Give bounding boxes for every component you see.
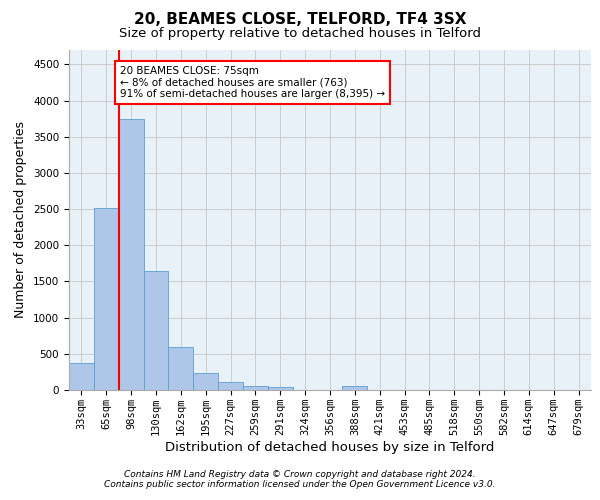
- Bar: [143, 272, 169, 390]
- Bar: [343, 386, 367, 390]
- Text: Size of property relative to detached houses in Telford: Size of property relative to detached ho…: [119, 28, 481, 40]
- Text: Contains HM Land Registry data © Crown copyright and database right 2024.
Contai: Contains HM Land Registry data © Crown c…: [104, 470, 496, 489]
- Bar: [268, 388, 293, 390]
- X-axis label: Distribution of detached houses by size in Telford: Distribution of detached houses by size …: [166, 440, 494, 454]
- Bar: [218, 382, 243, 390]
- Bar: [169, 348, 193, 390]
- Bar: [243, 386, 268, 390]
- Text: 20 BEAMES CLOSE: 75sqm
← 8% of detached houses are smaller (763)
91% of semi-det: 20 BEAMES CLOSE: 75sqm ← 8% of detached …: [120, 66, 385, 99]
- Y-axis label: Number of detached properties: Number of detached properties: [14, 122, 28, 318]
- Text: 20, BEAMES CLOSE, TELFORD, TF4 3SX: 20, BEAMES CLOSE, TELFORD, TF4 3SX: [134, 12, 466, 28]
- Bar: [94, 208, 119, 390]
- Bar: [69, 363, 94, 390]
- Bar: [119, 120, 143, 390]
- Bar: [193, 374, 218, 390]
